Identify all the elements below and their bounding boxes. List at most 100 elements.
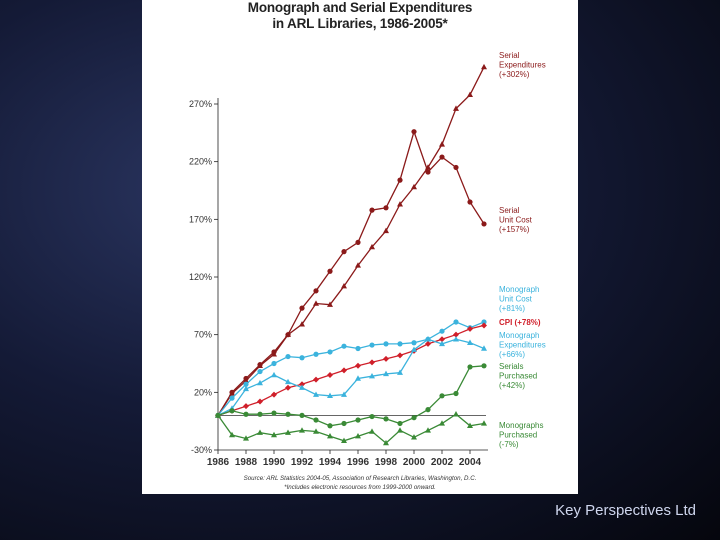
data-point xyxy=(369,372,375,379)
y-tick-label: 120% xyxy=(189,272,212,282)
y-tick-label: -30% xyxy=(191,445,212,455)
data-point xyxy=(299,381,305,388)
data-point xyxy=(313,391,319,397)
series-line xyxy=(217,338,485,416)
chart-panel: Monograph and Serial Expenditures in ARL… xyxy=(142,0,578,494)
data-point xyxy=(453,390,459,397)
data-point xyxy=(453,331,459,338)
data-point xyxy=(453,336,459,342)
data-point xyxy=(215,412,221,418)
data-point xyxy=(481,322,487,329)
data-point xyxy=(467,422,473,428)
series-label: Monograph Unit Cost (+81%) xyxy=(499,285,539,313)
series-label: Serial Expenditures (+302%) xyxy=(499,51,546,79)
data-point xyxy=(453,319,459,325)
data-point xyxy=(439,328,445,334)
data-point xyxy=(243,381,249,387)
data-point xyxy=(355,375,361,381)
data-point xyxy=(397,352,403,359)
data-point xyxy=(229,395,235,401)
footer-brand: Key Perspectives Ltd xyxy=(555,502,696,519)
series-label: Monograph Expenditures (+66%) xyxy=(499,331,546,359)
source-note: Source: ARL Statistics 2004-05, Associat… xyxy=(243,475,477,482)
data-point xyxy=(467,364,473,370)
x-tick-label: 2002 xyxy=(431,457,454,468)
data-point xyxy=(425,169,431,175)
series-label: Serial Unit Cost (+157%) xyxy=(499,206,533,234)
data-point xyxy=(425,427,431,433)
series-line xyxy=(217,321,485,416)
data-point xyxy=(285,411,291,417)
data-point xyxy=(257,368,263,375)
data-point xyxy=(369,207,375,213)
data-point xyxy=(355,417,361,423)
data-point xyxy=(299,305,305,311)
data-point xyxy=(397,177,403,183)
data-point xyxy=(411,415,417,421)
data-point xyxy=(299,321,305,327)
series-label: Serials Purchased (+42%) xyxy=(499,362,537,390)
data-point xyxy=(481,63,487,70)
data-point xyxy=(453,105,459,111)
data-point xyxy=(341,283,347,289)
data-point xyxy=(453,411,459,417)
data-point xyxy=(397,341,403,347)
data-point xyxy=(355,345,361,352)
data-point xyxy=(369,359,375,366)
data-point xyxy=(257,398,263,405)
data-point xyxy=(271,391,277,398)
series-line xyxy=(217,324,485,417)
data-point xyxy=(439,393,445,399)
data-point xyxy=(425,407,431,413)
data-point xyxy=(355,239,361,245)
data-point xyxy=(341,249,347,255)
data-point xyxy=(341,367,347,374)
data-point xyxy=(257,429,263,435)
data-point xyxy=(243,411,249,417)
data-point xyxy=(327,268,333,274)
data-point xyxy=(439,141,445,147)
chart-subtitle: in ARL Libraries, 1986-2005* xyxy=(272,16,448,31)
data-point xyxy=(439,340,445,347)
data-point xyxy=(299,412,305,418)
y-tick-label: 20% xyxy=(194,387,212,397)
data-point xyxy=(411,340,417,346)
footnote: *Includes electronic resources from 1999… xyxy=(284,484,436,491)
data-point xyxy=(341,343,347,349)
data-point xyxy=(397,427,403,433)
data-point xyxy=(313,288,319,294)
data-point xyxy=(243,403,249,410)
data-point xyxy=(271,371,277,378)
data-point xyxy=(397,369,403,375)
data-point xyxy=(271,431,277,438)
data-point xyxy=(369,428,375,434)
y-tick-label: 220% xyxy=(189,157,212,167)
x-tick-label: 1988 xyxy=(235,457,258,468)
x-tick-label: 2004 xyxy=(459,457,482,468)
data-point xyxy=(327,349,333,355)
series-label: Monographs Purchased (-7%) xyxy=(499,421,543,449)
data-point xyxy=(299,384,305,390)
data-point xyxy=(383,416,389,422)
data-point xyxy=(355,432,361,439)
data-point xyxy=(481,345,487,351)
data-point xyxy=(467,91,473,97)
x-tick-label: 1994 xyxy=(319,457,342,468)
data-point xyxy=(481,420,487,426)
data-point xyxy=(341,391,347,397)
data-point xyxy=(481,319,487,325)
data-point xyxy=(341,420,347,427)
x-tick-label: 1986 xyxy=(207,457,230,468)
data-point xyxy=(383,439,389,446)
data-point xyxy=(285,353,291,360)
data-point xyxy=(355,262,361,268)
data-point xyxy=(257,362,263,368)
data-point xyxy=(467,339,473,345)
data-point xyxy=(229,389,235,395)
x-tick-label: 1998 xyxy=(375,457,398,468)
data-point xyxy=(397,201,403,207)
data-point xyxy=(313,428,319,434)
series-line xyxy=(217,413,485,444)
data-point xyxy=(313,417,319,423)
y-tick-label: 70% xyxy=(194,330,212,340)
